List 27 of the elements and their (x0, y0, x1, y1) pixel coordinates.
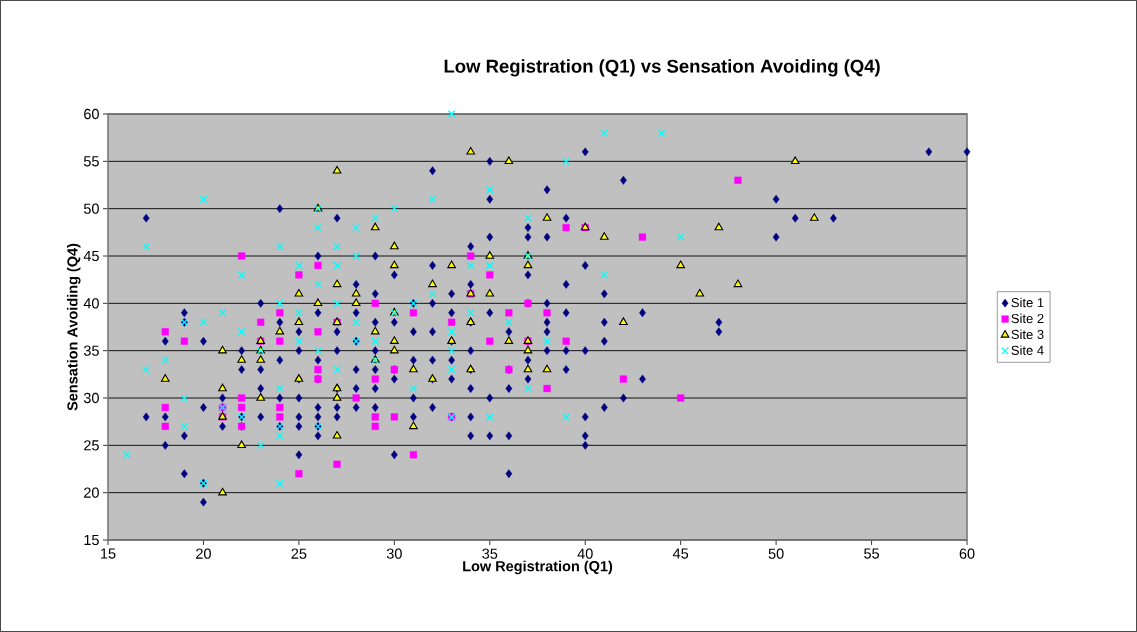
y-tick-label: 40 (83, 298, 99, 309)
x-tick-label: 25 (291, 548, 307, 559)
y-axis-title: Sensation Avoiding (Q4) (66, 243, 81, 411)
legend-label: Site 2 (1011, 313, 1044, 324)
chart-title: Low Registration (Q1) vs Sensation Avoiding (Q4) (444, 59, 880, 77)
legend-label: Site 3 (1011, 329, 1044, 340)
x-axis-title: Low Registration (Q1) (463, 560, 613, 575)
y-tick-label: 25 (84, 440, 99, 451)
y-tick-label: 15 (84, 534, 99, 546)
y-tick-label: 30 (83, 392, 99, 404)
legend-label: Site 4 (1011, 345, 1044, 355)
x-tick-label: 30 (386, 548, 402, 559)
x-tick-label: 55 (864, 548, 880, 559)
y-tick-label: 20 (84, 487, 99, 498)
x-tick-label: 60 (959, 548, 975, 559)
legend-label: Site 1 (1011, 297, 1044, 308)
y-tick-label: 50 (83, 203, 99, 214)
x-tick-label: 35 (482, 548, 498, 559)
y-tick-label: 35 (83, 345, 99, 356)
y-tick-label: 55 (83, 156, 99, 167)
x-tick-label: 40 (577, 548, 593, 559)
x-tick-label: 20 (196, 548, 211, 559)
x-tick-label: 45 (672, 548, 689, 559)
x-tick-label: 15 (101, 548, 116, 559)
y-tick-label: 45 (83, 250, 99, 262)
y-tick-label: 60 (84, 108, 99, 120)
x-tick-label: 50 (768, 548, 784, 559)
